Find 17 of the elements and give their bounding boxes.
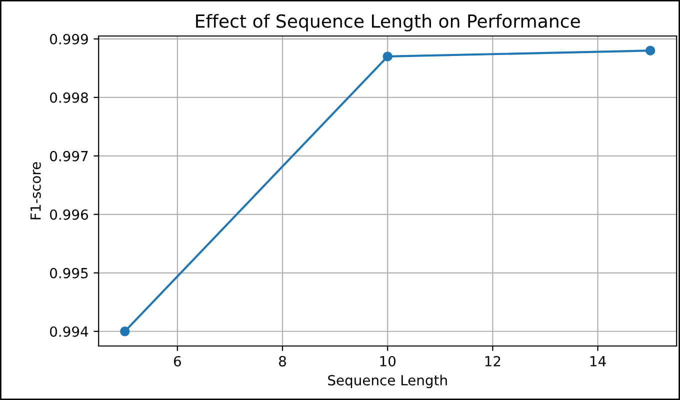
x-tick-label: 10 <box>380 356 396 366</box>
point <box>120 326 130 336</box>
y-tick-label: 0.998 <box>50 92 88 103</box>
x-tick-label: 8 <box>279 356 286 366</box>
x-tick-label: 14 <box>590 356 606 366</box>
x-tick-label: 6 <box>174 356 181 366</box>
y-tick-label: 0.999 <box>50 34 88 44</box>
chart-title: Effect of Sequence Length on Performance <box>196 14 580 32</box>
y-axis-title: F1-score <box>30 162 41 220</box>
y-tick-label: 0.995 <box>50 268 88 278</box>
y-tick-label: 0.994 <box>50 326 88 337</box>
x-axis-title: Sequence Length <box>328 374 447 388</box>
y-tick-label: 0.996 <box>50 209 88 220</box>
x-tick-label: 12 <box>485 356 500 366</box>
point <box>382 52 392 62</box>
point <box>645 46 656 56</box>
y-tick-label: 0.997 <box>50 150 88 162</box>
